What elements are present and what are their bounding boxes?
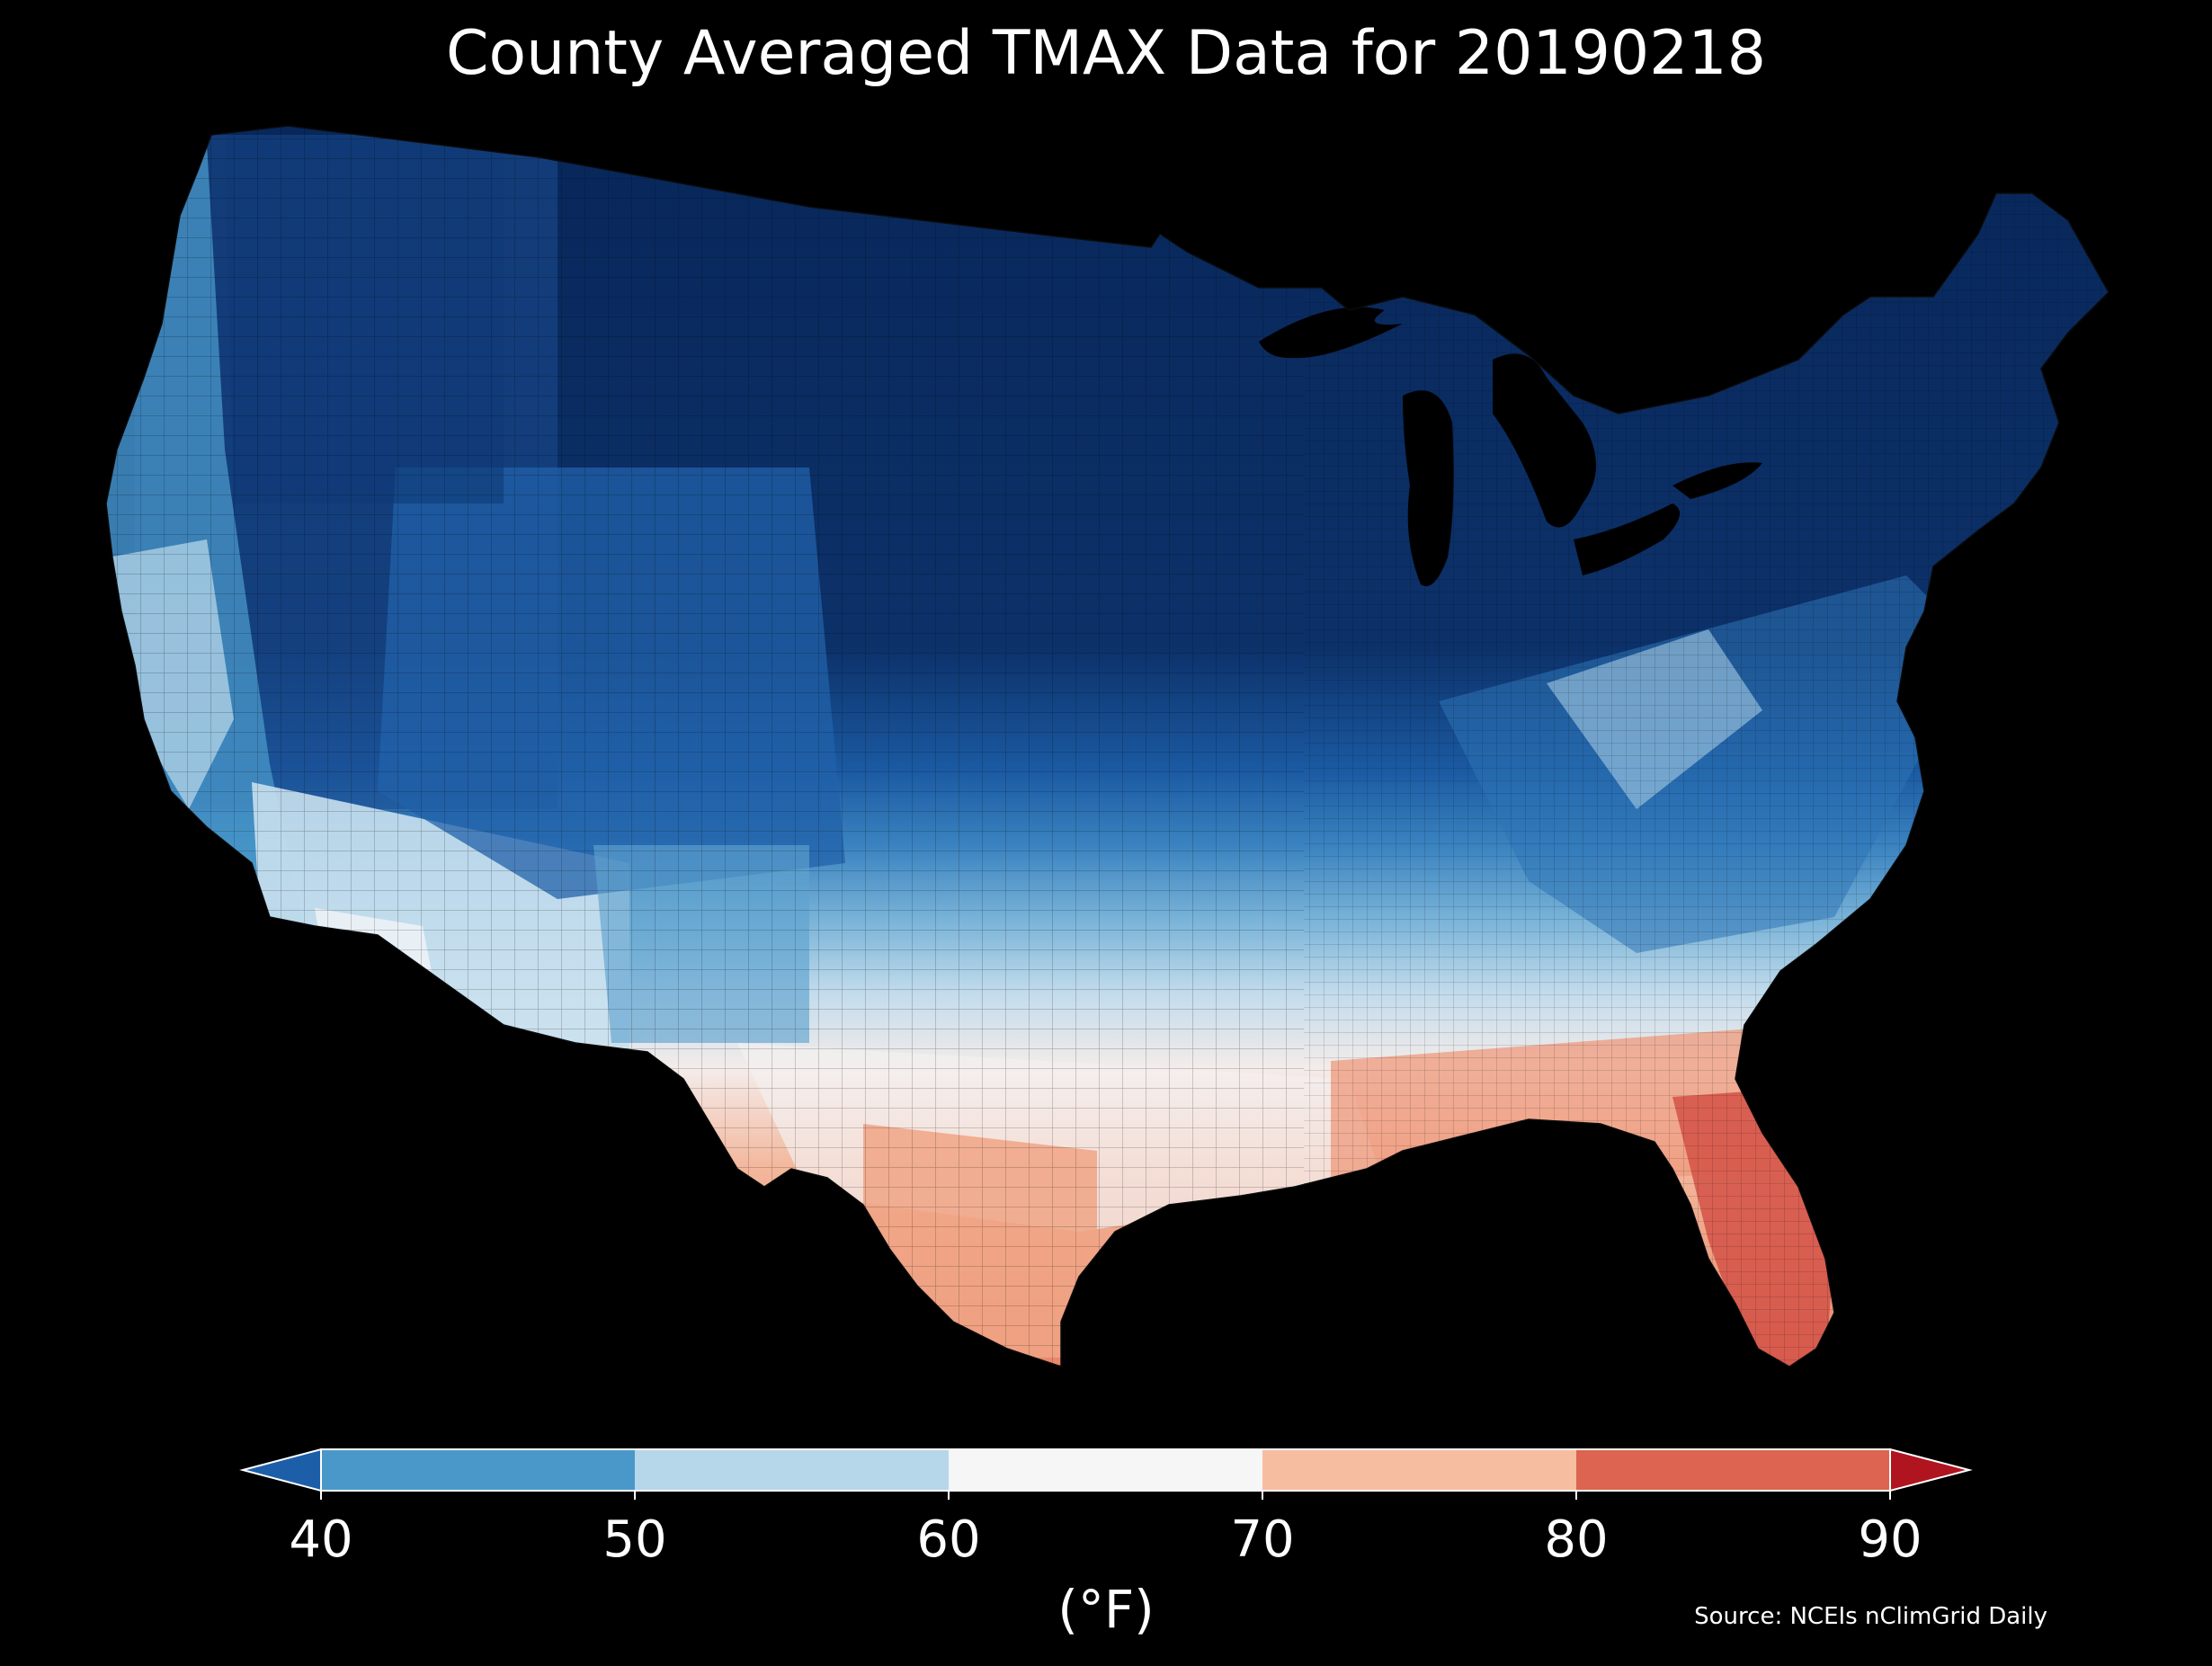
colorbar-extend-high bbox=[1889, 1448, 1973, 1492]
colorbar-tick-label: 40 bbox=[289, 1510, 352, 1569]
colorbar-bin-40-50 bbox=[321, 1449, 635, 1491]
colorbar-bin-80-90 bbox=[1576, 1449, 1890, 1491]
map-title: County Averaged TMAX Data for 20190218 bbox=[446, 18, 1766, 89]
colorbar-bin-50-60 bbox=[635, 1449, 949, 1491]
colorbar-tick-label: 80 bbox=[1544, 1510, 1608, 1569]
colorbar-tick-label: 50 bbox=[602, 1510, 666, 1569]
source-note: Source: NCEIs nClimGrid Daily bbox=[1694, 1603, 2047, 1630]
colorbar-bin-60-70 bbox=[949, 1449, 1262, 1491]
colorbar-tick-label: 70 bbox=[1230, 1510, 1294, 1569]
colorbar-frame bbox=[320, 1448, 1891, 1492]
us-outline bbox=[105, 125, 2109, 1368]
colorbar-tick-label: 60 bbox=[916, 1510, 980, 1569]
colorbar-tick-label: 90 bbox=[1858, 1510, 1922, 1569]
colorbar-extend-low bbox=[239, 1448, 322, 1492]
colorbar-ticks bbox=[320, 1491, 1891, 1500]
colorbar-bin-70-80 bbox=[1262, 1449, 1576, 1491]
colorbar-label: (°F) bbox=[1057, 1579, 1155, 1640]
great-lakes bbox=[1259, 307, 1762, 586]
